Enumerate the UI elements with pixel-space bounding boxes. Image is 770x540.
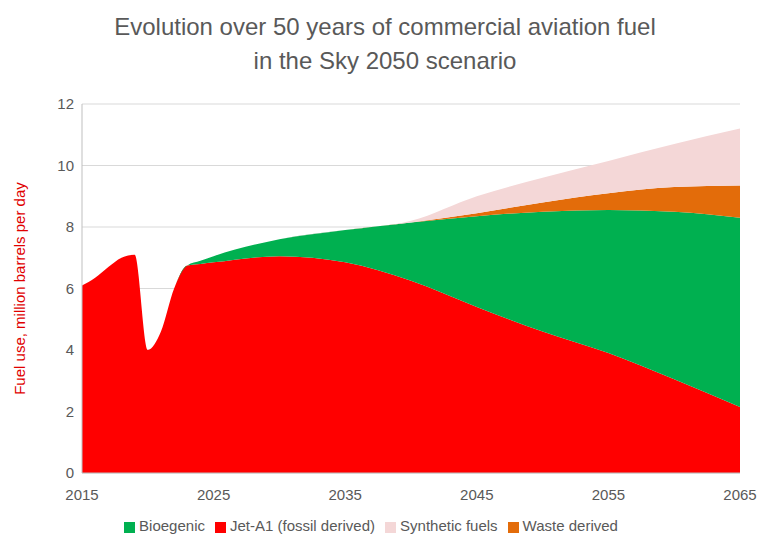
svg-text:6: 6 [66, 280, 74, 297]
svg-text:2045: 2045 [460, 486, 493, 503]
html-text:Jet-A1 (fossil derived): Jet-A1 (fossil derived) [230, 517, 375, 534]
svg-text:2055: 2055 [592, 486, 625, 503]
svg-text:10: 10 [57, 157, 74, 174]
html-text:Evolution over 50 years of com: Evolution over 50 years of commercial av… [114, 13, 656, 74]
html-text:Bioegenic: Bioegenic [139, 517, 205, 534]
svg-text:0: 0 [66, 464, 74, 481]
svg-text:2065: 2065 [723, 486, 756, 503]
svg-text:Fuel use, million barrels per: Fuel use, million barrels per day [11, 182, 28, 395]
svg-text:2015: 2015 [65, 486, 98, 503]
svg-text:8: 8 [66, 218, 74, 235]
svg-text:4: 4 [66, 341, 74, 358]
svg-text:2: 2 [66, 403, 74, 420]
html-text:Waste derived: Waste derived [522, 517, 618, 534]
svg-text:2025: 2025 [197, 486, 230, 503]
svg-text:12: 12 [57, 95, 74, 112]
svg-text:2035: 2035 [329, 486, 362, 503]
html-text:Synthetic fuels: Synthetic fuels [400, 517, 498, 534]
